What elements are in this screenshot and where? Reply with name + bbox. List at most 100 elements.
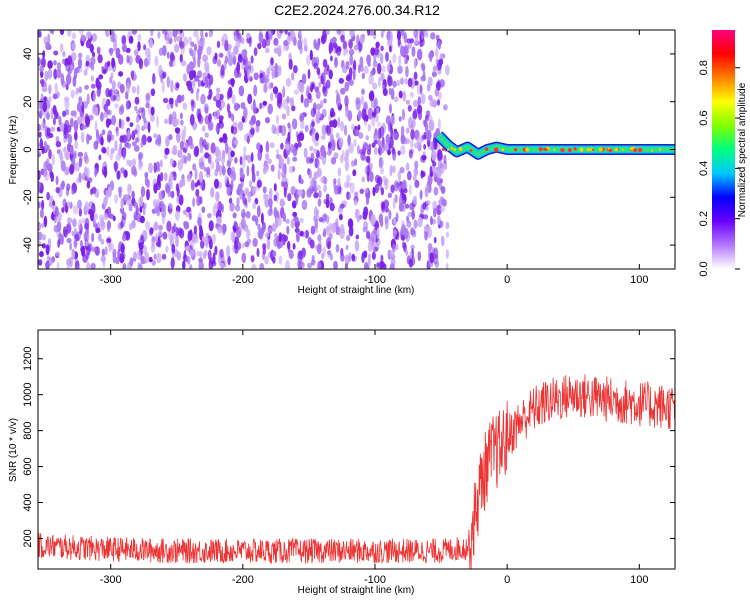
noise-speckle [277,44,282,51]
noise-speckle [396,79,401,87]
noise-speckle [400,30,405,37]
noise-speckle [445,249,449,259]
noise-speckle [330,157,337,165]
noise-speckle [71,32,77,40]
noise-speckle [247,93,253,105]
noise-speckle [151,208,156,215]
noise-speckle [400,224,407,235]
noise-speckle [131,190,135,200]
noise-speckle [230,78,235,86]
noise-speckle [241,242,245,249]
noise-speckle [320,176,325,184]
noise-speckle [45,244,50,256]
noise-speckle [412,174,417,182]
noise-speckle [356,215,360,223]
noise-speckle [38,224,42,230]
noise-speckle [55,141,62,148]
noise-speckle [424,32,429,38]
noise-speckle [353,59,357,71]
noise-speckle [78,208,83,217]
noise-speckle [170,190,175,199]
noise-speckle [265,141,270,153]
noise-speckle [59,150,63,159]
spectrogram-y-ticks: -40 -20 0 20 40 [22,48,675,253]
noise-speckle [64,166,70,176]
noise-speckle [245,211,251,219]
noise-speckle [242,173,246,179]
noise-speckle [378,213,384,224]
noise-speckle [295,193,299,205]
noise-speckle [226,186,232,195]
signal-peak [622,148,625,151]
noise-speckle [300,261,305,269]
noise-speckle [420,169,424,179]
noise-speckle [307,68,311,80]
y-tick-label: 0 [22,146,34,152]
noise-speckle [377,76,381,88]
noise-speckle [325,193,330,200]
noise-speckle [54,82,58,94]
noise-speckle [101,146,106,154]
snr-frame [37,329,676,570]
noise-speckle [359,56,364,68]
noise-speckle [216,216,222,225]
noise-speckle [42,50,46,59]
noise-speckle [395,212,399,223]
noise-speckle [150,30,154,37]
noise-speckle [94,168,97,178]
noise-speckle [334,56,338,68]
noise-speckle [264,255,269,265]
noise-speckle [76,102,82,112]
noise-speckle [241,37,245,45]
noise-speckle [270,57,274,66]
noise-speckle [280,124,287,137]
noise-speckle [332,119,338,128]
noise-speckle [96,188,100,195]
noise-speckle [256,170,260,177]
noise-speckle [121,35,127,45]
noise-speckle [192,49,196,56]
noise-speckle [345,106,349,118]
noise-speckle [358,110,362,120]
noise-speckle [309,157,314,164]
noise-speckle [228,44,232,50]
noise-speckle [175,35,181,42]
noise-speckle [431,71,438,77]
noise-speckle [189,264,193,269]
noise-speckle [75,66,80,74]
x-tick-label: 100 [630,274,648,286]
noise-speckle [133,251,137,260]
noise-speckle [170,257,175,269]
noise-speckle [379,167,385,175]
noise-speckle [365,196,370,205]
signal-peak [573,147,577,150]
noise-speckle [93,140,99,150]
noise-speckle [217,149,222,161]
noise-speckle [239,156,243,166]
noise-speckle [77,199,82,210]
spectrogram-x-ticks: -300 -200 -100 0 100 [100,30,648,286]
noise-speckle [169,60,173,68]
noise-speckle [432,169,437,178]
noise-speckle [204,106,209,114]
noise-speckle [210,187,215,198]
noise-speckle [400,125,405,137]
noise-speckle [159,159,163,168]
noise-speckle [54,206,59,218]
noise-speckle [115,47,121,59]
noise-speckle [389,164,393,177]
noise-speckle [38,131,42,138]
noise-speckle [315,90,321,100]
noise-speckle [48,257,54,266]
noise-speckle [142,229,148,242]
noise-speckle [215,87,221,93]
noise-speckle [288,58,293,70]
noise-speckle [384,181,389,191]
noise-speckle [221,163,225,175]
noise-speckle [427,76,433,87]
noise-speckle [425,205,429,211]
noise-speckle [248,37,252,48]
noise-speckle [121,233,127,242]
noise-speckle [156,161,160,170]
noise-speckle [360,151,366,161]
